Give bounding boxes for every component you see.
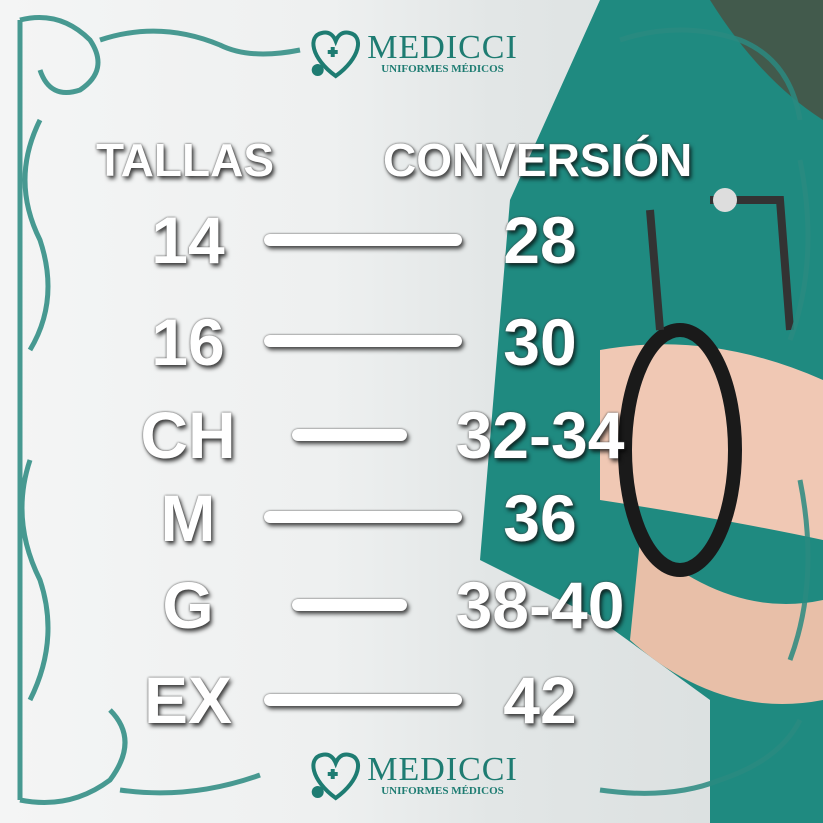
brand-logo-bottom: MEDICCI UNIFORMES MÉDICOS: [305, 750, 518, 802]
header-conversion: CONVERSIÓN: [383, 134, 693, 186]
dash-line: [264, 335, 462, 347]
heart-stethoscope-icon: [311, 30, 360, 79]
brand-logo-top: MEDICCI UNIFORMES MÉDICOS: [305, 28, 518, 80]
dash-line: [292, 599, 407, 611]
dash-line: [264, 511, 462, 523]
conversion-value: 42: [503, 663, 577, 737]
size-label: EX: [143, 663, 233, 737]
heart-stethoscope-icon: [311, 752, 360, 801]
conversion-value: 36: [503, 481, 577, 555]
dash-line: [264, 694, 462, 706]
size-label: CH: [140, 398, 236, 472]
brand-name: MEDICCI: [367, 29, 518, 66]
conversion-value: 32-34: [455, 398, 625, 472]
brand-tagline: UNIFORMES MÉDICOS: [381, 785, 504, 797]
conversion-value: 30: [503, 305, 577, 379]
size-label: 16: [151, 305, 225, 379]
brand-name: MEDICCI: [367, 751, 518, 788]
size-label: M: [160, 481, 216, 555]
dash-line: [264, 234, 462, 246]
size-label: G: [162, 568, 214, 642]
conversion-value: 38-40: [455, 568, 625, 642]
size-label: 14: [151, 203, 225, 277]
brand-tagline: UNIFORMES MÉDICOS: [381, 63, 504, 75]
conversion-value: 28: [503, 203, 577, 277]
dash-line: [292, 429, 407, 441]
header-tallas: TALLAS: [96, 134, 275, 186]
nurse-photo: [480, 0, 823, 823]
